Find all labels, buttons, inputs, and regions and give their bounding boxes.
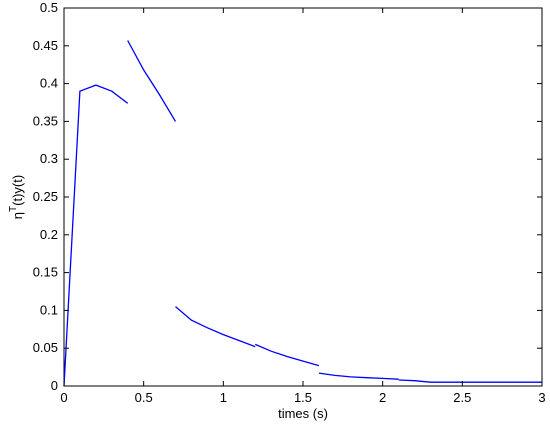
series-line-segment-6 <box>398 379 542 383</box>
y-tick-label: 0.45 <box>33 38 58 53</box>
y-tick-label: 0.3 <box>40 151 58 166</box>
y-tick-label: 0.35 <box>33 113 58 128</box>
y-tick-label: 0 <box>51 378 58 393</box>
series-layer <box>63 40 542 387</box>
y-axis-label: ηT(t)y(t) <box>8 175 25 219</box>
y-tick-label: 0.2 <box>40 227 58 242</box>
series-line-segment-5 <box>318 372 399 380</box>
y-axis-label-superscript: T <box>8 206 19 212</box>
x-tick-label: 0.5 <box>135 390 153 405</box>
x-axis-label: times (s) <box>278 406 328 421</box>
series-line-segment-2 <box>127 40 177 122</box>
ticks-layer: 0 0.5 1 1.5 2 2.5 3 0 0.05 0.1 0.15 0.2 0.25 0.3 0.35 0… <box>33 0 546 405</box>
y-tick-label: 0.4 <box>40 76 58 91</box>
series-line-segment-1 <box>63 84 129 387</box>
x-tick-label: 1 <box>220 390 227 405</box>
x-tick-label: 0 <box>60 390 67 405</box>
y-tick-label: 0.15 <box>33 265 58 280</box>
y-tick-label: 0.05 <box>33 340 58 355</box>
series-line-segment-4 <box>254 343 320 367</box>
y-tick-label: 0.25 <box>33 189 58 204</box>
y-tick-label: 0.5 <box>40 0 58 15</box>
x-tick-label: 1.5 <box>294 390 312 405</box>
plot-area <box>63 7 543 387</box>
series-line-segment-3 <box>175 306 256 348</box>
y-axis-label-rest: (t)y(t) <box>10 175 25 206</box>
y-tick-label: 0.1 <box>40 302 58 317</box>
x-tick-label: 3 <box>538 390 545 405</box>
y-axis-label-symbol: η <box>10 212 25 219</box>
x-tick-label: 2.5 <box>453 390 471 405</box>
x-tick-label: 2 <box>379 390 386 405</box>
